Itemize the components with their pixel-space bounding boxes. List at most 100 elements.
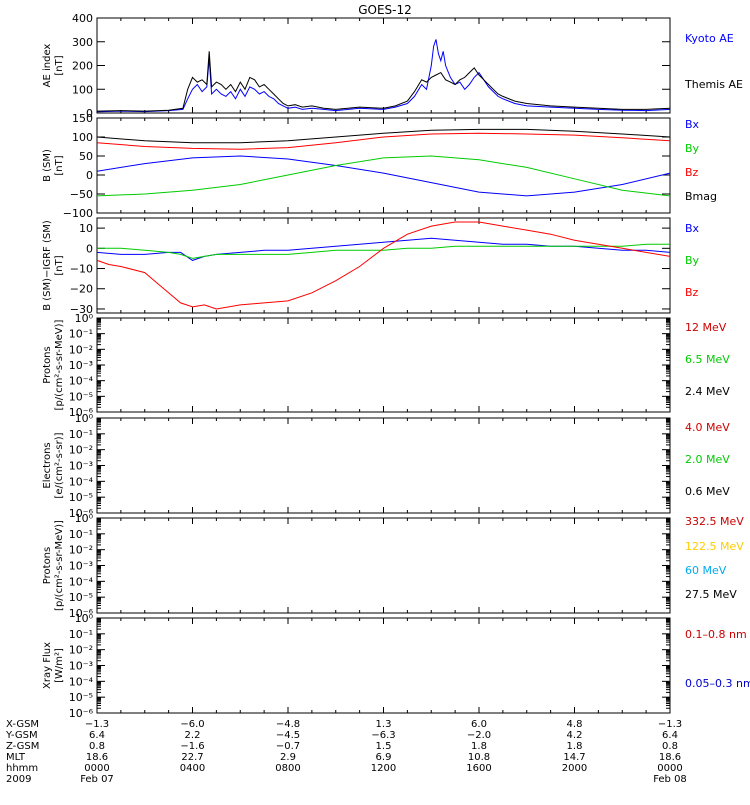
y-axis-label: B (SM) bbox=[42, 149, 53, 182]
orbit-value: 0800 bbox=[275, 763, 300, 774]
panel-frame bbox=[96, 617, 671, 714]
y-tick-label: 150 bbox=[72, 112, 93, 125]
orbit-value: 6.9 bbox=[376, 752, 392, 763]
y-tick-label: 10⁻¹ bbox=[69, 628, 93, 641]
orbit-value: 18.6 bbox=[86, 752, 108, 763]
orbit-value: 6.0 bbox=[471, 719, 487, 730]
y-axis-label: B (SM)−IGRF (SM) bbox=[42, 220, 53, 311]
legend-entry-122-5-mev: 122.5 MeV bbox=[685, 540, 744, 553]
orbit-value: 0400 bbox=[180, 763, 205, 774]
y-tick-label: 10 bbox=[79, 222, 93, 235]
legend-entry-by: By bbox=[685, 254, 700, 267]
orbit-value: −2.0 bbox=[467, 730, 491, 741]
orbit-row-label: hhmm bbox=[6, 763, 38, 774]
y-tick-label: 10⁰ bbox=[75, 512, 94, 525]
legend-entry-themis-ae: Themis AE bbox=[684, 78, 743, 91]
series-line-bx bbox=[96, 155, 671, 197]
orbit-value: 22.7 bbox=[181, 752, 203, 763]
y-tick-label: 10⁻³ bbox=[69, 460, 93, 473]
series-line-kyoto-ae bbox=[96, 39, 671, 113]
y-tick-label: 10⁻² bbox=[69, 343, 93, 356]
orbit-value: 1.3 bbox=[376, 719, 392, 730]
orbit-value: −6.0 bbox=[180, 719, 204, 730]
y-tick-label: 10⁻⁶ bbox=[69, 507, 94, 520]
panel-frame bbox=[96, 217, 671, 314]
orbit-value: 6.4 bbox=[662, 730, 678, 741]
legend-entry-kyoto-ae: Kyoto AE bbox=[685, 32, 734, 45]
y-tick-label: 10⁰ bbox=[75, 612, 94, 625]
panel-xray: 10⁰ 10⁻¹ 10⁻² 10⁻³ 10⁻⁴ 10⁻⁵ 10⁻⁶ Xray Flux [W/m… bbox=[42, 612, 750, 720]
orbit-value: 1.8 bbox=[567, 741, 583, 752]
y-axis-label: Xray Flux bbox=[42, 642, 53, 689]
orbit-value: 1600 bbox=[466, 763, 491, 774]
y-tick-label: 10⁻³ bbox=[69, 359, 93, 372]
y-tick-label: 10⁻¹ bbox=[69, 528, 93, 541]
orbit-value: −4.5 bbox=[276, 730, 300, 741]
date-start-label: Feb 07 bbox=[80, 774, 114, 785]
y-tick-label: 10⁻³ bbox=[69, 560, 93, 573]
y-tick-label: 10⁻⁵ bbox=[69, 591, 93, 604]
orbit-table: X-GSM −1.3 −6.0 −4.8 1.3 6.0 4.8 −1.3 Y-GSM 6.4 2.… bbox=[5, 719, 687, 785]
orbit-value: −0.7 bbox=[276, 741, 300, 752]
y-tick-label: 300 bbox=[72, 36, 93, 49]
series-line-by bbox=[97, 243, 670, 259]
orbit-value: 10.8 bbox=[468, 752, 490, 763]
y-tick-label: 0 bbox=[86, 107, 93, 120]
y-tick-label: 100 bbox=[72, 83, 93, 96]
legend-entry-0-1-0-8-nm: 0.1–0.8 nm bbox=[685, 628, 747, 641]
panel-ae: 0 100 200 300 400 AE index [nT] Kyoto AE Themis … bbox=[42, 12, 743, 120]
y-tick-label: 10⁰ bbox=[75, 412, 94, 425]
y-axis-unit: [W/m²] bbox=[54, 648, 65, 683]
panel-protons2: 10⁰ 10⁻¹ 10⁻² 10⁻³ 10⁻⁴ 10⁻⁵ 10⁻⁶ Protons [p/(cm… bbox=[42, 512, 744, 620]
y-tick-label: 100 bbox=[72, 131, 93, 144]
panel-bdiff: −30 −20 −10 0 10 B (SM)−IGRF (SM) [nT] Bx By Bz bbox=[42, 217, 700, 316]
legend-entry-bx: Bx bbox=[685, 118, 700, 131]
legend-entry-bz: Bz bbox=[685, 166, 699, 179]
panel-frame bbox=[96, 517, 671, 614]
y-axis-unit: [p/(cm²-s-sr-MeV)] bbox=[54, 520, 65, 611]
panel-electrons: 10⁰ 10⁻¹ 10⁻² 10⁻³ 10⁻⁴ 10⁻⁵ 10⁻⁶ Electrons [e/(… bbox=[42, 412, 730, 520]
y-axis-label: AE index bbox=[42, 44, 53, 88]
orbit-value: 1.5 bbox=[376, 741, 392, 752]
orbit-value: 4.8 bbox=[567, 719, 583, 730]
orbit-value: 1200 bbox=[371, 763, 396, 774]
panel-bsm: −100 −50 0 50 100 150 B (SM) [nT] Bx By Bz Bmag bbox=[42, 112, 717, 220]
legend-entry-bz: Bz bbox=[685, 286, 699, 299]
orbit-row-label: MLT bbox=[6, 752, 26, 763]
y-tick-label: 10⁻⁴ bbox=[69, 675, 94, 688]
y-tick-label: 10⁻⁵ bbox=[69, 491, 93, 504]
y-axis-label: Protons bbox=[42, 346, 53, 383]
legend-entry-332-5-mev: 332.5 MeV bbox=[685, 515, 744, 528]
series-line-bz bbox=[96, 221, 671, 310]
orbit-value: 2000 bbox=[562, 763, 587, 774]
y-tick-label: 10⁻² bbox=[69, 544, 93, 557]
orbit-value: 4.2 bbox=[567, 730, 583, 741]
orbit-value: −1.3 bbox=[658, 719, 682, 730]
y-tick-label: 10⁻³ bbox=[69, 660, 93, 673]
orbit-value: 0.8 bbox=[662, 741, 678, 752]
y-axis-unit: [p/(cm²-s-sr-MeV)] bbox=[54, 319, 65, 410]
series-line-bmag bbox=[96, 128, 671, 144]
legend-entry-by: By bbox=[685, 142, 700, 155]
year-label: 2009 bbox=[6, 774, 31, 785]
legend-entry-12-mev: 12 MeV bbox=[685, 321, 727, 334]
legend-entry-0-6-mev: 0.6 MeV bbox=[685, 485, 730, 498]
legend-entry-0-05-0-3-nm: 0.05–0.3 nm bbox=[685, 677, 750, 690]
y-tick-label: −10 bbox=[70, 263, 93, 276]
panel-frame bbox=[96, 317, 671, 413]
legend-entry-2-4-mev: 2.4 MeV bbox=[685, 385, 730, 398]
plot-title: GOES-12 bbox=[358, 3, 412, 17]
y-tick-label: 10⁻² bbox=[69, 644, 93, 657]
series-line-themis-ae bbox=[96, 51, 671, 112]
y-tick-label: 10⁻¹ bbox=[69, 428, 93, 441]
legend-entry-bx: Bx bbox=[685, 222, 700, 235]
y-tick-label: 10⁻¹ bbox=[69, 328, 93, 341]
panel-frame bbox=[96, 17, 671, 114]
orbit-value: −6.3 bbox=[371, 730, 395, 741]
orbit-value: −1.6 bbox=[180, 741, 204, 752]
y-tick-label: 10⁻² bbox=[69, 444, 93, 457]
orbit-value: 0.8 bbox=[89, 741, 105, 752]
